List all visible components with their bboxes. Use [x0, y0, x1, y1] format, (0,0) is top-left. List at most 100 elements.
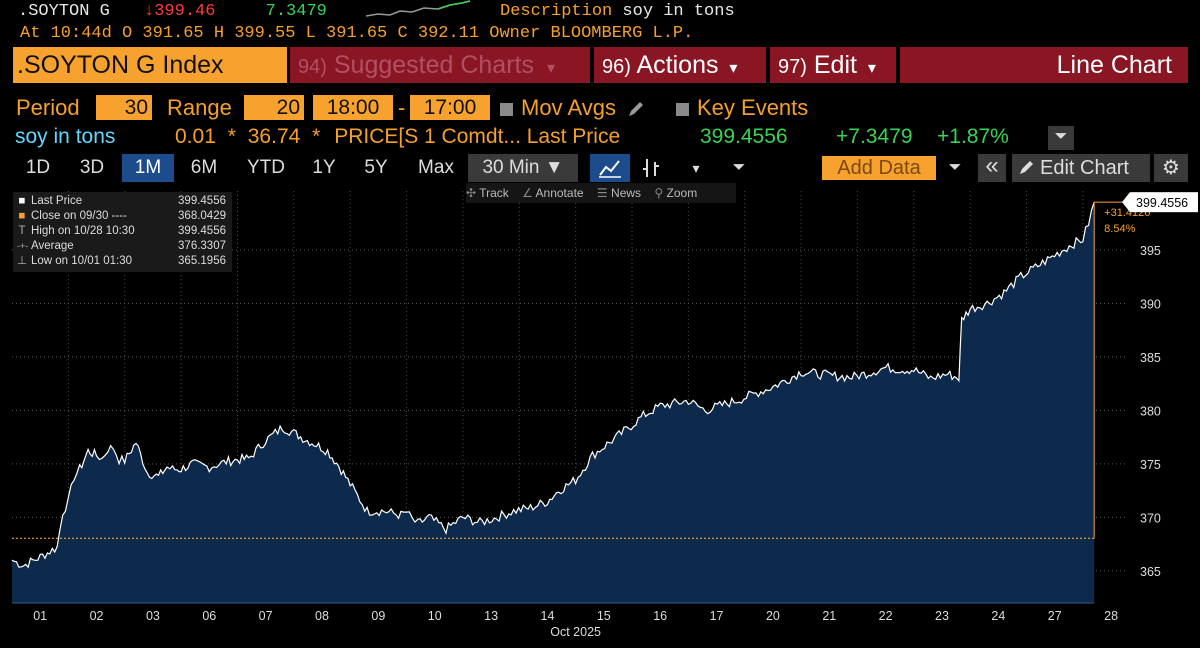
range-button-1y[interactable]: 1Y — [312, 157, 336, 178]
security-last: 399.4556 — [700, 125, 788, 148]
track-icon: ✣ — [466, 186, 477, 200]
range-button-3d[interactable]: 3D — [79, 157, 105, 178]
description: Description soy in tons — [500, 2, 735, 21]
x-tick-label: 02 — [90, 609, 104, 623]
actions-button[interactable]: 96) Actions ▾ — [594, 47, 766, 83]
add-data-dropdown-icon[interactable]: ⏷ — [948, 159, 962, 176]
filter-dropdown-icon[interactable]: ⏷ — [1048, 126, 1074, 150]
x-tick-label: 13 — [484, 609, 498, 623]
y-tick-label: 395 — [1140, 244, 1161, 258]
x-tick-label: 03 — [146, 609, 160, 623]
x-tick-label: 10 — [428, 609, 442, 623]
dropdown-icon: ▾ — [729, 60, 738, 77]
end-time-input[interactable]: 17:00 — [410, 95, 490, 120]
x-tick-label: 15 — [597, 609, 611, 623]
y-tick-label: 390 — [1140, 297, 1161, 311]
dropdown-icon: ▾ — [867, 60, 876, 77]
last-price-tag — [1130, 192, 1198, 213]
sparkline-icon — [366, 0, 471, 17]
filter-icon[interactable]: ⏷ — [732, 159, 746, 176]
time-dash: - — [398, 95, 406, 120]
x-tick-label: 21 — [822, 609, 836, 623]
header-line-2: At 10:44d O 391.65 H 399.55 L 391.65 C 3… — [20, 24, 694, 43]
last-price-tag-label: 399.4556 — [1136, 196, 1188, 210]
x-tick-label: 17 — [710, 609, 724, 623]
x-axis-label: Oct 2025 — [550, 625, 601, 639]
mov-avgs-toggle[interactable]: Mov Avgs — [500, 94, 646, 122]
line-chart-icon[interactable] — [590, 154, 630, 182]
pencil-icon — [1020, 161, 1033, 174]
pencil-icon — [629, 102, 644, 117]
zoom-tool[interactable]: ⚲ Zoom — [654, 186, 698, 200]
range-button-ytd[interactable]: YTD — [247, 157, 285, 178]
bar-chart-icon[interactable] — [636, 154, 666, 182]
x-tick-label: 09 — [371, 609, 385, 623]
legend-average[interactable]: -+- Average 376.3307 — [17, 240, 226, 252]
key-events-toggle[interactable]: Key Events — [676, 94, 808, 122]
description-value: soy in tons — [622, 2, 735, 21]
last-price-tag-arrow — [1122, 192, 1130, 213]
legend-low[interactable]: ⊥ Low on 10/01 01:30 365.1956 — [17, 255, 226, 267]
edit-chart-button[interactable]: Edit Chart — [1012, 154, 1150, 182]
x-tick-label: 27 — [1048, 609, 1062, 623]
legend-close[interactable]: ■ Close on 09/30 ---- 368.0429 — [18, 210, 226, 222]
chart-type-dropdown-icon[interactable]: ▾ — [692, 160, 700, 176]
security-name: soy in tons — [15, 125, 116, 148]
range-button-6m[interactable]: 6M — [190, 157, 218, 178]
down-arrow-icon: ↓ — [144, 2, 155, 21]
period-input[interactable]: 30 — [96, 95, 152, 120]
y-tick-label: 365 — [1140, 565, 1161, 579]
x-tick-label: 06 — [202, 609, 216, 623]
add-data-input[interactable]: Add Data — [822, 156, 936, 180]
y-tick-label: 385 — [1140, 351, 1161, 365]
x-tick-label: 20 — [766, 609, 780, 623]
last-price: 399.46 — [154, 2, 216, 21]
range-button-1d[interactable]: 1D — [25, 157, 51, 178]
security-formula: 0.01 * 36.74 * PRICE[S 1 Comdt... Last P… — [175, 125, 621, 148]
ticker-field[interactable]: .SOYTON G Index — [13, 47, 287, 83]
annotate-icon: ∠ — [522, 186, 533, 200]
checkbox-icon — [676, 102, 689, 116]
x-tick-label: 22 — [879, 609, 893, 623]
news-tool[interactable]: ☰ News — [596, 186, 642, 200]
suggested-charts-button[interactable]: 94) Suggested Charts ▾ — [290, 47, 590, 83]
zoom-icon: ⚲ — [654, 186, 664, 200]
x-tick-label: 07 — [259, 609, 273, 623]
y-tick-label: 380 — [1140, 404, 1161, 418]
settings-gear-icon[interactable]: ⚙ — [1154, 154, 1188, 182]
ticker-short: .SOYTON G — [18, 2, 110, 21]
series-area — [12, 202, 1095, 603]
range-button-max[interactable]: Max — [418, 157, 454, 178]
x-tick-label: 14 — [541, 609, 555, 623]
period-label: Period — [16, 95, 80, 120]
x-tick-label: 28 — [1104, 609, 1118, 623]
start-time-input[interactable]: 18:00 — [313, 95, 393, 120]
x-tick-label: 23 — [935, 609, 949, 623]
x-tick-label: 01 — [33, 609, 47, 623]
series-line — [11, 202, 1095, 569]
header-line-1: .SOYTON G ↓399.46 7.3479 — [18, 2, 327, 21]
track-tool[interactable]: ✣ Track — [466, 186, 509, 200]
x-tick-label: 16 — [653, 609, 667, 623]
x-tick-label: 24 — [991, 609, 1005, 623]
x-tick-label: 08 — [315, 609, 329, 623]
security-row: soy in tons — [15, 124, 115, 150]
range-input[interactable]: 20 — [244, 95, 304, 120]
news-icon: ☰ — [596, 186, 608, 200]
legend-high[interactable]: T High on 10/28 10:30 399.4556 — [18, 225, 226, 237]
range-button-1m[interactable]: 1M — [122, 154, 174, 182]
edit-button[interactable]: 97) Edit ▾ — [770, 47, 896, 83]
dropdown-icon: ▾ — [546, 60, 555, 77]
collapse-icon[interactable]: « — [978, 154, 1006, 182]
checkbox-icon — [500, 102, 513, 116]
security-change: +7.3479 — [836, 125, 913, 148]
chart-tools: ✣ Track ∠ Annotate ☰ News ⚲ Zoom — [466, 183, 736, 203]
range-button-5y[interactable]: 5Y — [364, 157, 388, 178]
legend-last-price[interactable]: ■ Last Price 399.4556 — [18, 195, 226, 207]
y-tick-label: 370 — [1140, 511, 1161, 525]
chart-legend: ■ Last Price 399.4556 ■ Close on 09/30 ----… — [13, 192, 232, 272]
y-tick-label: 375 — [1140, 458, 1161, 472]
chart-type-label[interactable]: Line Chart — [900, 47, 1188, 83]
interval-select[interactable]: 30 Min ▼ — [468, 154, 578, 182]
annotate-tool[interactable]: ∠ Annotate — [522, 186, 584, 200]
